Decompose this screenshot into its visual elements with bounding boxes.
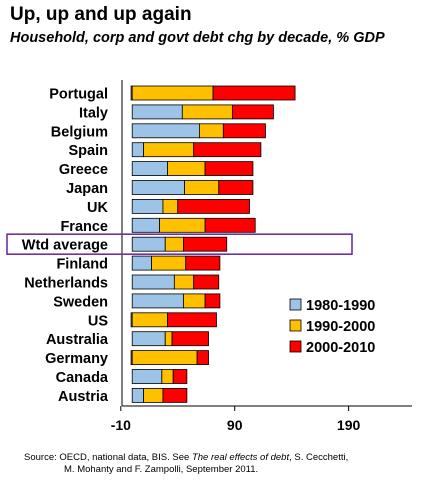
category-label-italy: Italy xyxy=(79,105,108,121)
category-label-wtd-average: Wtd average xyxy=(22,238,108,254)
category-label-spain: Spain xyxy=(69,143,108,159)
category-label-us: US xyxy=(88,313,108,329)
bar-wtd-average-2000-2010 xyxy=(183,236,228,252)
bar-austria-1980-1990 xyxy=(131,387,144,403)
bar-us-1990-2000 xyxy=(131,312,168,328)
bar-germany-2000-2010 xyxy=(196,350,209,366)
x-tick-label: -10 xyxy=(111,417,131,433)
bar-portugal-2000-2010 xyxy=(212,85,296,101)
bar-italy-1980-1990 xyxy=(131,104,183,120)
bar-france-1990-2000 xyxy=(159,217,206,233)
source-title: The real effects of debt xyxy=(191,452,290,463)
bar-greece-2000-2010 xyxy=(204,161,254,177)
bar-italy-2000-2010 xyxy=(232,104,274,120)
x-tick-label: 190 xyxy=(337,417,361,433)
bar-germany-1990-2000 xyxy=(131,350,198,366)
source-authors-line2: M. Mohanty and F. Zampolli, September 20… xyxy=(64,464,259,475)
category-label-austria: Austria xyxy=(58,389,109,405)
bar-spain-2000-2010 xyxy=(193,142,262,158)
category-label-belgium: Belgium xyxy=(51,124,108,140)
bar-uk-1990-2000 xyxy=(162,198,179,214)
category-label-france: France xyxy=(60,219,108,235)
bar-belgium-1980-1990 xyxy=(131,123,200,139)
bar-wtd-average-1990-2000 xyxy=(164,236,184,252)
bar-canada-2000-2010 xyxy=(172,369,188,384)
bar-japan-1980-1990 xyxy=(131,180,185,195)
highlight-box-wtd-average xyxy=(6,233,353,255)
bar-japan-1990-2000 xyxy=(184,180,220,195)
bar-japan-2000-2010 xyxy=(218,180,254,195)
bar-france-1980-1990 xyxy=(131,217,160,233)
bar-finland-1990-2000 xyxy=(151,255,187,271)
bar-austria-1990-2000 xyxy=(143,387,164,403)
bar-greece-1980-1990 xyxy=(131,161,168,177)
bar-netherlands-1990-2000 xyxy=(173,274,195,290)
bar-sweden-1980-1990 xyxy=(131,293,184,309)
legend-swatch-2000-2010 xyxy=(289,340,302,353)
bar-italy-1990-2000 xyxy=(181,104,233,120)
legend-label-1980-1990: 1980-1990 xyxy=(306,298,375,314)
category-label-greece: Greece xyxy=(59,162,108,178)
category-label-sweden: Sweden xyxy=(53,294,108,310)
chart-subtitle: Household, corp and govt debt chg by dec… xyxy=(10,30,385,46)
bar-spain-1980-1990 xyxy=(131,142,144,158)
bar-australia-1990-2000 xyxy=(164,331,173,347)
bar-sweden-2000-2010 xyxy=(204,293,221,309)
category-label-australia: Australia xyxy=(46,332,109,348)
category-label-portugal: Portugal xyxy=(49,87,108,103)
bar-belgium-2000-2010 xyxy=(222,123,266,139)
stacked-bar-chart: -10 90 190 Portugal Italy Belgium Spain Greece J… xyxy=(6,80,412,433)
category-label-netherlands: Netherlands xyxy=(24,276,108,292)
legend-label-1990-2000: 1990-2000 xyxy=(306,319,375,335)
legend-label-2000-2010: 2000-2010 xyxy=(306,340,375,356)
bar-portugal-1990-2000 xyxy=(131,85,214,101)
category-label-germany: Germany xyxy=(45,351,108,367)
bar-spain-1990-2000 xyxy=(143,142,195,158)
bar-canada-1980-1990 xyxy=(131,369,163,384)
bar-uk-2000-2010 xyxy=(177,198,250,214)
legend-swatch-1980-1990 xyxy=(289,298,302,311)
bar-uk-1980-1990 xyxy=(131,198,164,214)
bar-netherlands-1980-1990 xyxy=(131,274,175,290)
bar-greece-1990-2000 xyxy=(167,161,206,177)
source-prefix: Source: OECD, national data, BIS. See xyxy=(24,452,192,463)
bar-wtd-average-1980-1990 xyxy=(131,236,166,252)
bar-australia-1980-1990 xyxy=(131,331,166,347)
bar-us-2000-2010 xyxy=(167,312,217,328)
bar-austria-2000-2010 xyxy=(162,387,188,403)
bar-finland-2000-2010 xyxy=(185,255,221,271)
category-label-canada: Canada xyxy=(56,370,109,386)
bar-sweden-1990-2000 xyxy=(183,293,206,309)
source-note: Source: OECD, national data, BIS. See Th… xyxy=(24,452,424,476)
bar-canada-1990-2000 xyxy=(161,369,174,384)
bar-france-2000-2010 xyxy=(204,217,256,233)
source-authors: , S. Cecchetti, xyxy=(289,452,349,463)
category-label-japan: Japan xyxy=(66,181,108,197)
category-label-uk: UK xyxy=(87,200,108,216)
bar-netherlands-2000-2010 xyxy=(193,274,220,290)
bar-finland-1980-1990 xyxy=(131,255,152,271)
legend-swatch-1990-2000 xyxy=(289,319,302,332)
chart-title: Up, up and up again xyxy=(10,4,192,25)
bar-australia-2000-2010 xyxy=(171,331,209,347)
category-label-finland: Finland xyxy=(56,257,108,273)
x-tick-label: 90 xyxy=(227,417,243,433)
bar-belgium-1990-2000 xyxy=(199,123,224,139)
